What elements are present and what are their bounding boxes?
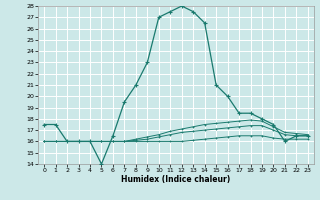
X-axis label: Humidex (Indice chaleur): Humidex (Indice chaleur)	[121, 175, 231, 184]
